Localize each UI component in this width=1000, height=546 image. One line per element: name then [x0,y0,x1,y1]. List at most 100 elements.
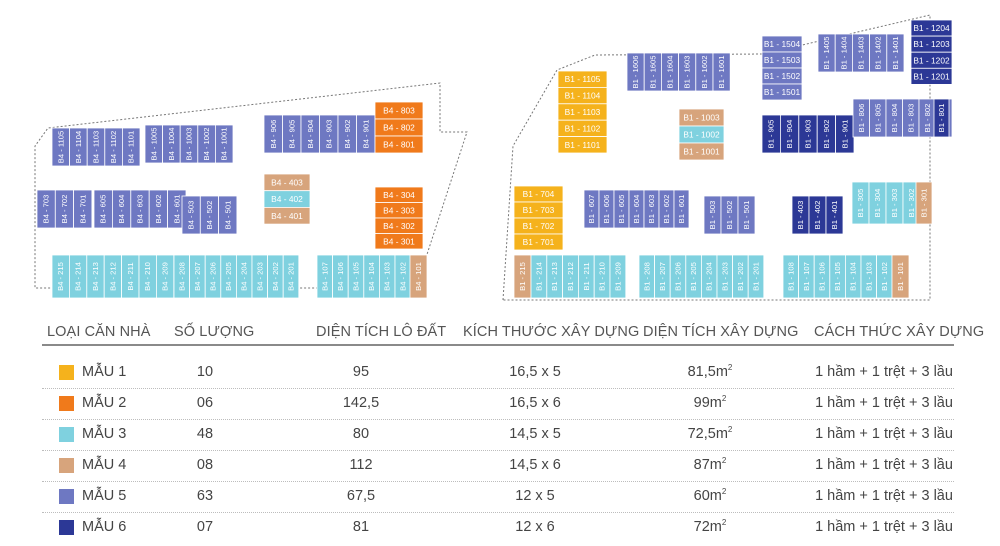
row-build-area: 60m2 [693,487,727,504]
svg-text:B1 - 305: B1 - 305 [856,189,865,218]
svg-text:B1 - 1101: B1 - 1101 [565,140,601,150]
svg-text:B1 - 606: B1 - 606 [602,195,611,224]
unit-b1-501: B1 - 501 [737,195,756,235]
row-type: MẪU 2 [82,395,127,411]
table-row-mau-6: MẪU 6 07 81 12 x 6 72m2 1 hầm + 1 trệt +… [0,513,1000,544]
row-land-area: 112 [349,457,373,473]
svg-text:B1 - 1102: B1 - 1102 [565,123,601,133]
svg-text:B4 - 905: B4 - 905 [287,120,296,149]
svg-text:B1 - 607: B1 - 607 [587,195,596,224]
unit-b1-1504: B1 - 1504 [761,35,803,53]
unit-b1-403: B1 - 403 [791,195,810,235]
svg-text:B1 - 102: B1 - 102 [880,262,889,291]
unit-b1-102: B1 - 102 [876,254,893,299]
svg-text:B4 - 502: B4 - 502 [205,201,214,230]
unit-blocks: B4 - 1105 B4 - 1104 B4 - 1103 B4 - 1102 B4 -… [36,19,953,299]
unit-b4-1103: B4 - 1103 [86,127,106,167]
row-build-size: 12 x 6 [515,519,555,535]
svg-text:B1 - 1003: B1 - 1003 [683,113,720,123]
svg-text:B4 - 301: B4 - 301 [383,236,415,246]
unit-b1-702: B1 - 702 [513,217,564,235]
svg-text:B4 - 206: B4 - 206 [209,262,218,291]
unit-b4-106: B4 - 106 [332,254,349,299]
svg-text:B1 - 801: B1 - 801 [937,104,946,133]
unit-b1-206: B1 - 206 [669,254,687,299]
svg-text:B1 - 108: B1 - 108 [786,262,795,291]
unit-b1-1606: B1 - 1606 [626,52,645,92]
unit-b4-1002: B4 - 1002 [197,124,216,164]
svg-text:B4 - 801: B4 - 801 [383,140,415,150]
svg-text:B1 - 805: B1 - 805 [873,104,882,133]
unit-b1-101: B1 - 101 [891,254,910,299]
svg-text:B4 - 1004: B4 - 1004 [167,128,176,161]
unit-b1-903: B1 - 903 [798,114,818,154]
unit-b1-1003: B1 - 1003 [678,108,725,127]
svg-text:B4 - 101: B4 - 101 [414,262,423,291]
header-divider [42,344,954,346]
svg-text:B4 - 107: B4 - 107 [320,262,329,291]
row-land-area: 67,5 [346,488,376,504]
row-quantity: 63 [196,488,214,504]
unit-b1-801: B1 - 801 [933,98,950,138]
unit-b4-202: B4 - 202 [267,254,284,299]
row-build-area: 81,5m2 [687,363,733,380]
unit-b4-105: B4 - 105 [347,254,365,299]
unit-b4-1005: B4 - 1005 [144,124,164,164]
unit-b1-1203: B1 - 1203 [910,35,953,53]
svg-text:B1 - 1203: B1 - 1203 [913,39,950,49]
unit-b1-805: B1 - 805 [869,98,887,138]
unit-b1-214: B1 - 214 [530,254,548,299]
row-build-area: 99m2 [693,394,727,411]
unit-b4-602: B4 - 602 [148,189,168,229]
unit-b1-1103: B1 - 1103 [557,103,608,121]
svg-text:B1 - 1204: B1 - 1204 [913,23,950,33]
unit-b1-106: B1 - 106 [813,254,831,299]
unit-b4-1004: B4 - 1004 [162,124,181,164]
row-build-size: 14,5 x 5 [509,426,561,442]
svg-text:B1 - 802: B1 - 802 [923,104,932,133]
unit-b1-605: B1 - 605 [613,189,630,229]
svg-text:B1 - 503: B1 - 503 [708,201,717,230]
svg-text:B1 - 106: B1 - 106 [818,262,827,291]
unit-b1-207: B1 - 207 [654,254,671,299]
unit-b4-207: B4 - 207 [189,254,206,299]
block-b4-outline [34,82,468,289]
unit-b1-103: B1 - 103 [860,254,878,299]
svg-text:B1 - 803: B1 - 803 [906,104,915,133]
svg-text:B1 - 804: B1 - 804 [890,104,899,133]
svg-text:B1 - 1604: B1 - 1604 [666,56,675,89]
svg-text:B4 - 202: B4 - 202 [271,262,280,291]
svg-text:B4 - 902: B4 - 902 [343,120,352,149]
row-build-method: 1 hầm + 1 trệt + 3 lầu [815,488,953,504]
unit-b1-606: B1 - 606 [598,189,615,229]
svg-text:B1 - 403: B1 - 403 [796,201,805,230]
color-swatch-mau-1 [59,365,74,380]
unit-b1-203: B1 - 203 [716,254,734,299]
svg-text:B1 - 1404: B1 - 1404 [839,37,848,70]
svg-text:B4 - 304: B4 - 304 [383,190,415,200]
svg-text:B4 - 605: B4 - 605 [99,195,108,224]
table-row-mau-4: MẪU 4 08 112 14,5 x 6 87m2 1 hầm + 1 trệ… [0,451,1000,482]
row-build-size: 14,5 x 6 [509,457,561,473]
unit-b1-305: B1 - 305 [851,181,870,225]
unit-b1-601: B1 - 601 [673,189,690,229]
unit-b1-502: B1 - 502 [720,195,739,235]
unit-b4-402: B4 - 402 [263,190,311,208]
unit-b4-403: B4 - 403 [263,173,311,192]
svg-text:B4 - 1001: B4 - 1001 [220,128,229,161]
svg-text:B1 - 702: B1 - 702 [523,221,555,231]
svg-text:B4 - 106: B4 - 106 [336,262,345,291]
svg-text:B1 - 1601: B1 - 1601 [717,56,726,89]
svg-text:B4 - 105: B4 - 105 [352,262,361,291]
color-swatch-mau-3 [59,427,74,442]
svg-text:B4 - 503: B4 - 503 [187,201,196,230]
row-quantity: 06 [196,395,214,411]
svg-text:B1 - 302: B1 - 302 [907,189,916,218]
svg-text:B1 - 1403: B1 - 1403 [857,37,866,70]
svg-text:B1 - 202: B1 - 202 [736,262,745,291]
svg-text:B4 - 210: B4 - 210 [143,262,152,291]
unit-b4-1003: B4 - 1003 [179,124,199,164]
svg-text:B4 - 204: B4 - 204 [240,262,249,291]
header-loai-can-nha: LOẠI CĂN NHÀ [47,324,151,340]
unit-b4-107: B4 - 107 [316,254,334,299]
